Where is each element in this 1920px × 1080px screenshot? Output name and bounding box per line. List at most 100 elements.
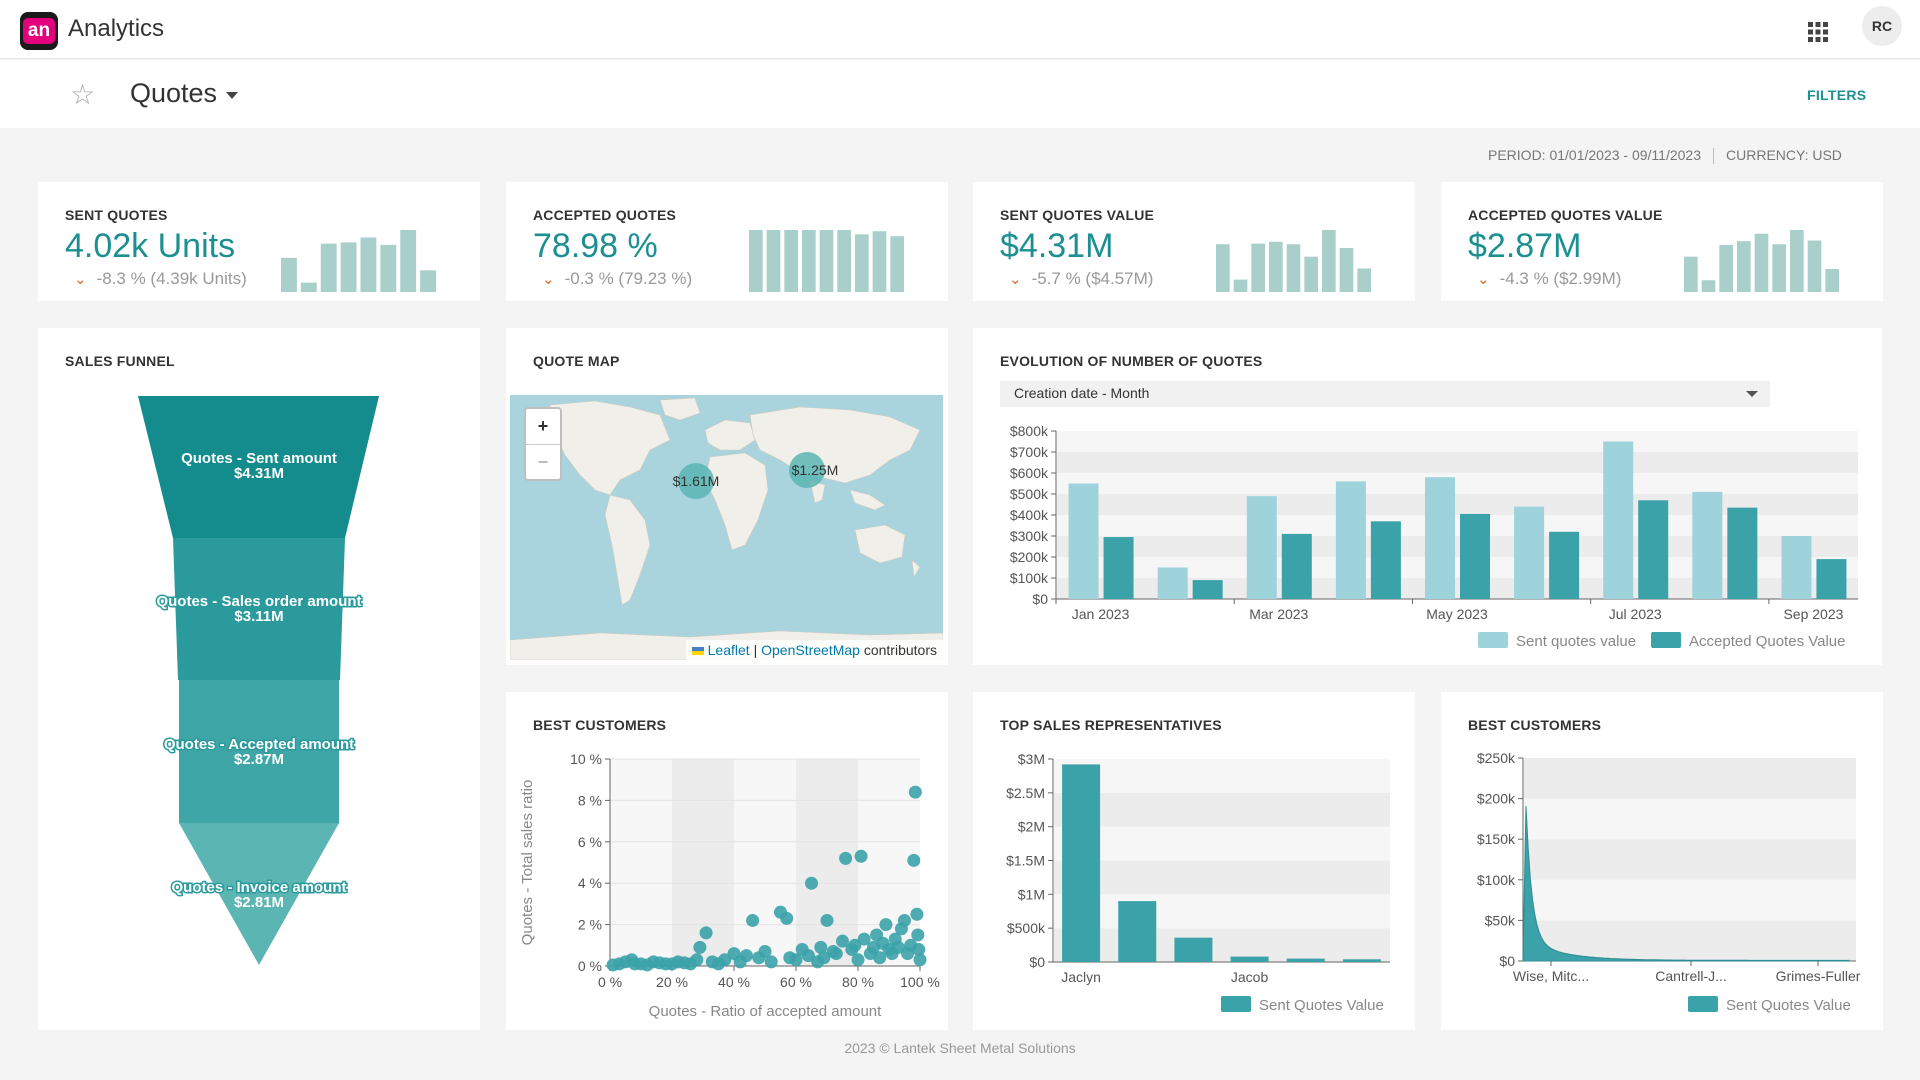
- y-tick-label: 8 %: [578, 792, 602, 808]
- scatter-point: [699, 926, 713, 940]
- legend-label: Sent quotes value: [1516, 633, 1636, 650]
- map-marker[interactable]: [789, 452, 825, 488]
- kpi-value: 4.02k Units: [65, 227, 236, 265]
- page-header: [0, 60, 1920, 128]
- grid-band: [1054, 826, 1390, 861]
- grid-band: [1524, 798, 1856, 840]
- sparkline-bar: [1322, 230, 1336, 292]
- y-tick-label: $250k: [1477, 750, 1516, 766]
- y-tick-label: 10 %: [570, 751, 602, 767]
- bar-sent: [1425, 477, 1455, 599]
- y-tick-label: $700k: [1010, 444, 1049, 460]
- app-logo[interactable]: an: [20, 12, 58, 50]
- world-map[interactable]: + − $1.61M $1.25M Leaflet | OpenStreetMa…: [510, 395, 943, 660]
- x-tick-label: 80 %: [842, 974, 874, 990]
- y-tick-label: 2 %: [578, 917, 602, 933]
- card-title: BEST CUSTOMERS: [1468, 717, 1602, 733]
- map-marker[interactable]: [678, 463, 714, 499]
- favorite-star-icon[interactable]: ☆: [70, 79, 96, 110]
- sparkline-bar: [855, 234, 869, 292]
- chevron-down-icon: [1746, 391, 1758, 397]
- x-tick-label: Jan 2023: [1072, 606, 1130, 622]
- scatter-point: [820, 913, 834, 927]
- scatter-point: [780, 911, 794, 925]
- leaflet-link[interactable]: Leaflet: [707, 642, 750, 658]
- sparkline-bar: [1269, 241, 1283, 292]
- funnel-label: Quotes - Sent amount: [181, 450, 337, 467]
- scatter-point: [764, 955, 778, 969]
- funnel-value: $4.31M: [234, 465, 284, 482]
- bar-sales-rep: [1286, 958, 1325, 962]
- funnel-label: Quotes - Accepted amount: [164, 736, 354, 753]
- y-tick-label: $0: [1032, 591, 1048, 607]
- scatter-point: [805, 876, 818, 890]
- y-tick-label: $500k: [1007, 920, 1046, 936]
- scatter-point: [898, 913, 911, 927]
- x-tick-label: Mar 2023: [1249, 606, 1308, 622]
- y-tick-label: $0: [1029, 954, 1045, 970]
- sparkline-bar: [300, 282, 317, 292]
- y-tick-label: $100k: [1010, 570, 1049, 586]
- bar-sales-rep: [1230, 956, 1269, 962]
- scatter-point: [912, 942, 926, 956]
- x-tick-label: 60 %: [780, 974, 812, 990]
- bar-accepted: [1103, 537, 1134, 599]
- top-sales-bar-chart: $0 $500k $1M $1.5M $2M $2.5M $3M Jaclyn Jacob Sen…: [1006, 751, 1390, 1014]
- y-tick-label: $2M: [1018, 819, 1045, 835]
- kpi-title: ACCEPTED QUOTES VALUE: [1468, 207, 1663, 223]
- kpi-value: $2.87M: [1468, 227, 1582, 265]
- evolution-bar-chart: $0 $100k $200k $300k $400k $500k $600k $700k $80…: [1010, 423, 1858, 650]
- apps-grid-icon[interactable]: [1806, 20, 1830, 44]
- x-tick-label: 0 %: [598, 974, 622, 990]
- logo-text: an: [23, 18, 55, 44]
- scatter-point: [758, 945, 772, 959]
- openstreetmap-link[interactable]: OpenStreetMap: [761, 642, 860, 658]
- top-bar: an Analytics RC: [0, 0, 1920, 59]
- bar-accepted: [1816, 559, 1847, 599]
- zoom-in-button[interactable]: +: [537, 416, 549, 436]
- user-avatar[interactable]: RC: [1862, 6, 1902, 46]
- bar-sent: [1781, 536, 1812, 599]
- scatter-point: [873, 951, 887, 965]
- sparkline-bar: [1772, 244, 1786, 292]
- bar-accepted: [1281, 533, 1312, 599]
- zoom-out-button[interactable]: −: [526, 444, 560, 479]
- y-tick-label: $200k: [1010, 549, 1049, 565]
- kpi-delta-text: -4.3 % ($2.99M): [1499, 269, 1622, 288]
- kpi-card-sent-quotes[interactable]: SENT QUOTES 4.02k Units ⌄ -8.3 % (4.39k U…: [38, 182, 480, 301]
- page-title-dropdown-icon[interactable]: [226, 92, 238, 99]
- kpi-card-accepted-quotes[interactable]: ACCEPTED QUOTES 78.98 % ⌄ -0.3 % (79.23 %…: [506, 182, 948, 301]
- funnel-stage-accepted[interactable]: [179, 680, 339, 823]
- y-tick-label: $0: [1499, 953, 1515, 969]
- scatter-point: [739, 949, 753, 963]
- bar-accepted: [1549, 531, 1580, 599]
- sparkline-bar: [1216, 244, 1230, 292]
- app-title: Analytics: [68, 15, 165, 42]
- bar-sales-rep: [1118, 901, 1157, 962]
- legend-swatch: [1688, 996, 1718, 1012]
- map-marker-label: $1.25M: [792, 462, 839, 478]
- period-info: PERIOD: 01/01/2023 - 09/11/2023 CURRENCY:…: [1488, 147, 1842, 165]
- grid-band: [1054, 860, 1390, 895]
- funnel-stage-sent[interactable]: [138, 396, 379, 538]
- funnel-stage-invoice[interactable]: [179, 823, 339, 965]
- page-title[interactable]: Quotes: [130, 78, 218, 108]
- kpi-card-accepted-quotes-value[interactable]: ACCEPTED QUOTES VALUE $2.87M ⌄ -4.3 % ($2…: [1441, 182, 1883, 301]
- sparkline-bar: [837, 230, 851, 292]
- kpi-card-sent-quotes-value[interactable]: SENT QUOTES VALUE $4.31M ⌄ -5.7 % ($4.57M…: [973, 182, 1415, 301]
- x-tick-label: Cantrell-J...: [1655, 968, 1727, 984]
- scatter-point: [836, 934, 849, 948]
- y-tick-label: $150k: [1477, 831, 1516, 847]
- period-granularity-select[interactable]: Creation date - Month: [1000, 381, 1770, 407]
- grid-band: [1524, 839, 1856, 880]
- scatter-point: [814, 940, 828, 954]
- divider: [1713, 148, 1714, 165]
- funnel-stage-sales-order[interactable]: [173, 538, 345, 680]
- filters-button[interactable]: FILTERS: [1807, 87, 1867, 103]
- sparkline-bar: [1251, 243, 1265, 292]
- x-tick-label: Jacob: [1231, 969, 1269, 985]
- quote-map-card: QUOTE MAP + − $1.61M: [506, 328, 948, 665]
- scatter-point: [690, 953, 704, 967]
- trend-down-icon: ⌄: [1009, 271, 1022, 288]
- sparkline-bar: [1737, 241, 1751, 292]
